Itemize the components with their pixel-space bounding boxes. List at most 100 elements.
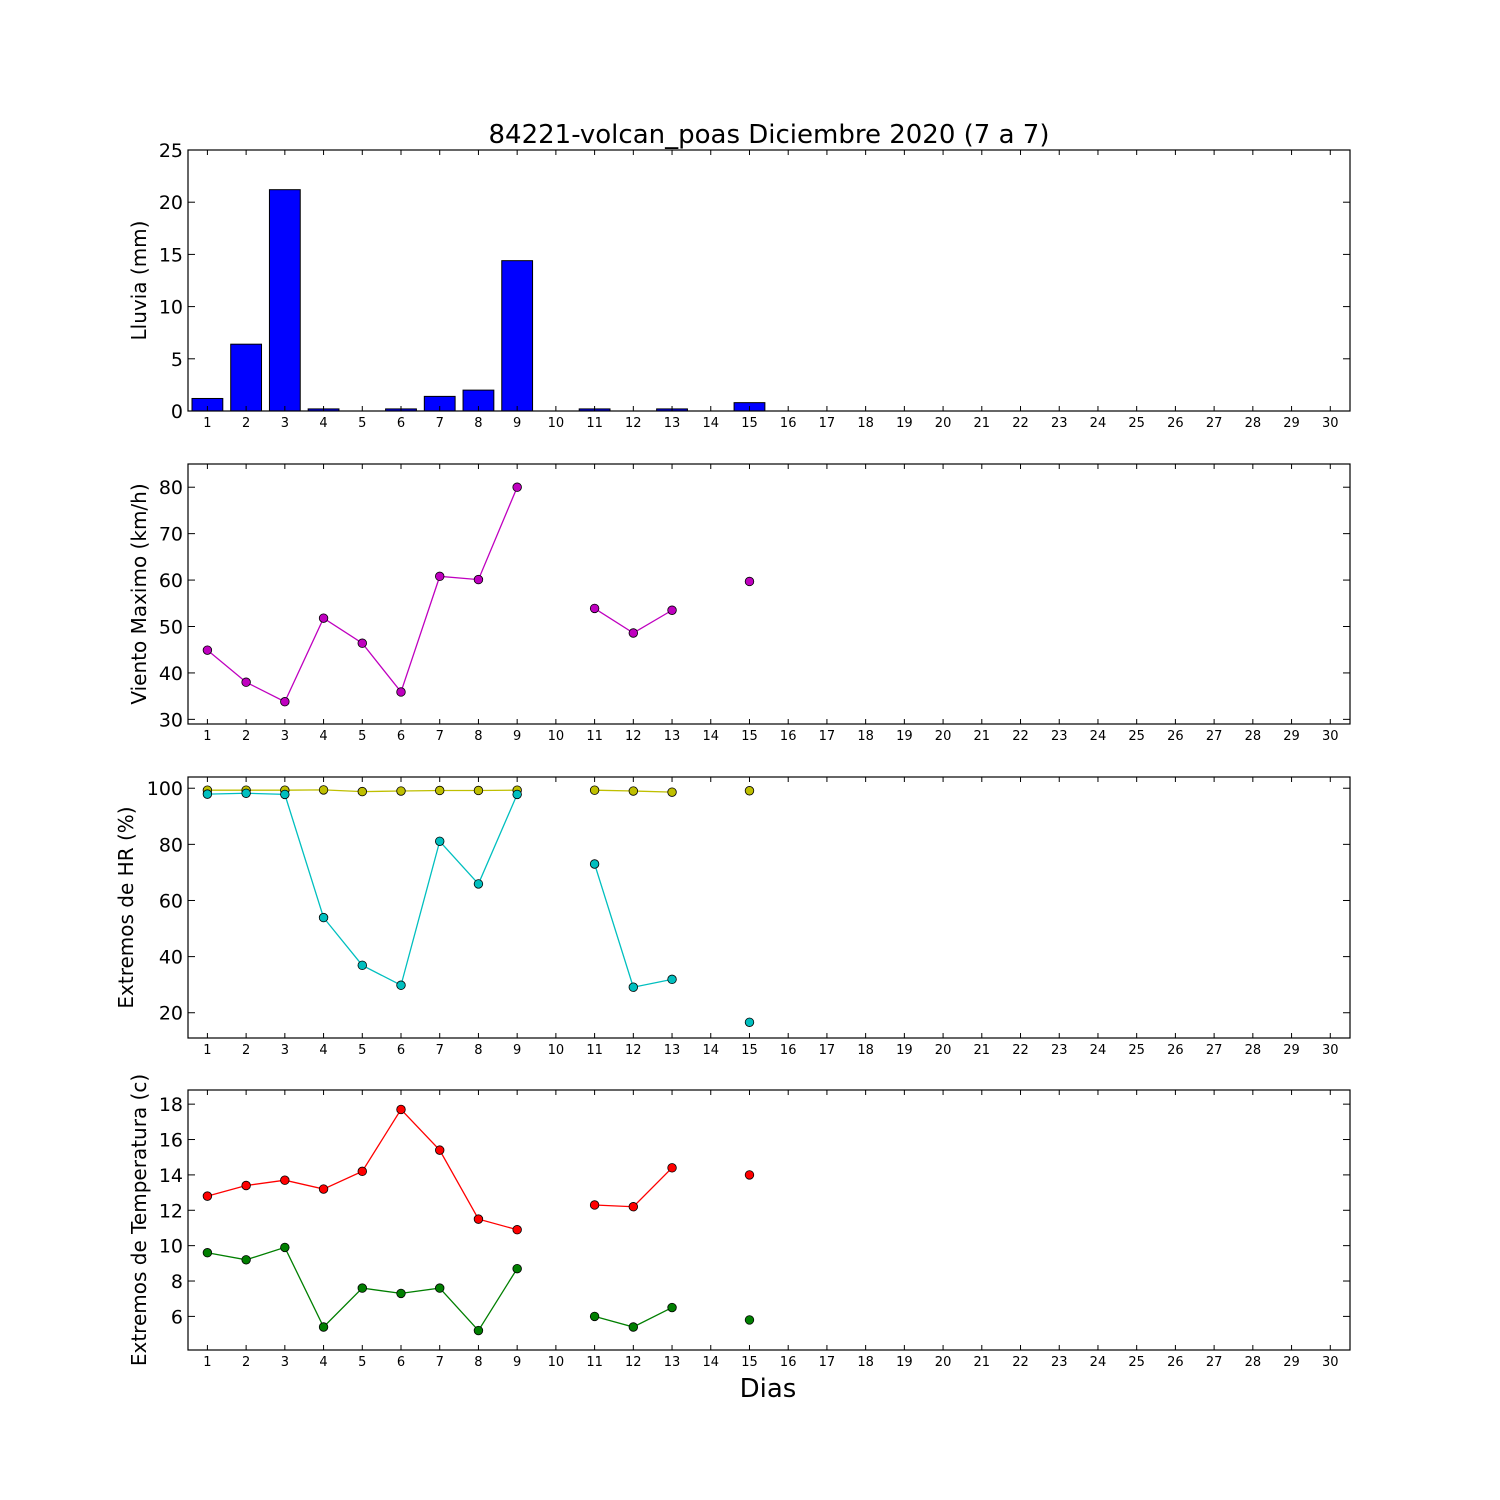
series-2-line bbox=[593, 863, 673, 988]
series-2-point-day-2 bbox=[241, 788, 251, 798]
x-tick-label: 6 bbox=[397, 1355, 405, 1370]
x-tick-label: 7 bbox=[436, 1355, 444, 1370]
plot-frame bbox=[187, 1089, 1351, 1351]
y-tick-label: 80 bbox=[159, 477, 183, 499]
y-tick-label: 8 bbox=[171, 1271, 183, 1293]
series-1-point-day-13 bbox=[667, 1163, 677, 1173]
x-tick-label: 19 bbox=[896, 1355, 913, 1370]
x-tick-label: 15 bbox=[741, 416, 758, 431]
x-tick-label: 26 bbox=[1167, 1355, 1184, 1370]
x-tick-label: 20 bbox=[935, 1043, 952, 1058]
x-tick-label: 22 bbox=[1012, 416, 1029, 431]
series-1-point-day-13 bbox=[667, 787, 677, 797]
y-tick-label: 80 bbox=[159, 834, 183, 856]
x-tick-label: 13 bbox=[664, 1355, 681, 1370]
y-tick-label: 60 bbox=[159, 890, 183, 912]
x-tick-label: 3 bbox=[281, 729, 289, 744]
series-2-point-day-13 bbox=[667, 974, 677, 985]
x-tick-label: 19 bbox=[896, 729, 913, 744]
series-1-point-day-8 bbox=[473, 574, 484, 585]
x-tick-label: 17 bbox=[819, 729, 836, 744]
x-tick-label: 11 bbox=[586, 1355, 603, 1370]
x-tick-label: 8 bbox=[474, 1043, 482, 1058]
plot-frame bbox=[187, 149, 1351, 412]
x-tick-label: 14 bbox=[702, 1355, 719, 1370]
series-2-point-day-15 bbox=[744, 1017, 755, 1027]
x-tick-label: 29 bbox=[1283, 416, 1300, 431]
x-tick-label: 13 bbox=[664, 729, 681, 744]
x-tick-label: 5 bbox=[358, 729, 366, 744]
chart-title: 84221-volcan_poas Diciembre 2020 (7 a 7) bbox=[488, 120, 1049, 150]
x-tick-label: 2 bbox=[242, 1355, 250, 1370]
series-1-point-day-15 bbox=[744, 1170, 755, 1180]
y-tick-label: 6 bbox=[171, 1306, 183, 1328]
x-axis-label: Dias bbox=[740, 1374, 797, 1404]
series-1-point-day-6 bbox=[396, 786, 406, 796]
y-tick-label: 14 bbox=[159, 1165, 183, 1187]
x-tick-label: 21 bbox=[974, 1043, 991, 1058]
plot-frame bbox=[187, 463, 1351, 725]
y-tick-label: 5 bbox=[171, 349, 183, 371]
series-2-point-day-9 bbox=[512, 1263, 522, 1274]
x-tick-label: 5 bbox=[358, 1355, 366, 1370]
x-tick-label: 14 bbox=[702, 1043, 719, 1058]
x-tick-label: 2 bbox=[242, 1043, 250, 1058]
series-2-point-day-7 bbox=[435, 836, 445, 846]
plot-frame bbox=[187, 776, 1351, 1039]
x-tick-label: 3 bbox=[281, 1355, 289, 1370]
series-1-point-day-7 bbox=[435, 571, 445, 582]
x-tick-label: 23 bbox=[1051, 729, 1068, 744]
y-tick-label: 16 bbox=[159, 1130, 183, 1152]
y-tick-label: 15 bbox=[159, 244, 183, 266]
series-1-line bbox=[594, 1167, 673, 1208]
series-2-point-day-1 bbox=[202, 789, 213, 799]
x-tick-label: 29 bbox=[1283, 1043, 1300, 1058]
x-tick-label: 24 bbox=[1090, 416, 1107, 431]
series-2-point-day-4 bbox=[318, 1322, 329, 1332]
x-tick-label: 5 bbox=[358, 1043, 366, 1058]
x-tick-label: 6 bbox=[397, 1043, 405, 1058]
subplot-2: 1 2 3 4 5 6 7 8 9 10 11 12 13 14 15 16 17 18 19 20 21 22 23 24 2… bbox=[127, 463, 1351, 744]
x-tick-label: 9 bbox=[513, 1355, 521, 1370]
subplot-1: 1 2 3 4 5 6 7 8 9 10 11 12 13 14 15 16 17 18 19 20 21 22 23 24 2… bbox=[127, 140, 1351, 431]
subplots: 1 2 3 4 5 6 7 8 9 10 11 12 13 14 15 16 17 18 19 20 21 22 23 24 2… bbox=[114, 140, 1351, 1370]
x-tick-label: 21 bbox=[974, 1355, 991, 1370]
y-tick-label: 25 bbox=[159, 140, 183, 162]
x-tick-label: 17 bbox=[819, 1355, 836, 1370]
series-2-point-day-9 bbox=[512, 789, 522, 800]
x-tick-label: 12 bbox=[625, 729, 642, 744]
series-1-point-day-6 bbox=[396, 1104, 406, 1115]
x-tick-label: 22 bbox=[1012, 1043, 1029, 1058]
x-tick-label: 10 bbox=[548, 729, 565, 744]
series-2-point-day-3 bbox=[280, 1242, 290, 1253]
x-tick-label: 22 bbox=[1012, 729, 1029, 744]
x-tick-label: 6 bbox=[397, 416, 405, 431]
series-2-point-day-15 bbox=[744, 1315, 755, 1325]
y-tick-label: 0 bbox=[171, 401, 183, 423]
x-tick-label: 27 bbox=[1206, 416, 1223, 431]
series-1-point-day-15 bbox=[744, 576, 755, 587]
series-2-point-day-6 bbox=[396, 980, 406, 990]
x-tick-label: 24 bbox=[1090, 1043, 1107, 1058]
x-tick-label: 9 bbox=[513, 1043, 521, 1058]
x-tick-label: 28 bbox=[1245, 1043, 1262, 1058]
x-tick-label: 7 bbox=[436, 1043, 444, 1058]
x-tick-label: 29 bbox=[1283, 729, 1300, 744]
x-tick-label: 18 bbox=[857, 1355, 874, 1370]
x-tick-label: 17 bbox=[819, 1043, 836, 1058]
series-1-point-day-12 bbox=[628, 786, 639, 796]
x-tick-label: 23 bbox=[1051, 1043, 1068, 1058]
series-1-point-day-5 bbox=[357, 786, 367, 797]
subplot-3: 1 2 3 4 5 6 7 8 9 10 11 12 13 14 15 16 17 18 19 20 21 22 23 24 2… bbox=[114, 776, 1351, 1058]
series-2-point-day-2 bbox=[241, 1255, 251, 1265]
series-1-point-day-13 bbox=[667, 605, 677, 615]
x-tick-label: 16 bbox=[780, 1355, 797, 1370]
x-tick-label: 11 bbox=[586, 729, 603, 744]
x-tick-label: 19 bbox=[896, 416, 913, 431]
y-tick-label: 18 bbox=[159, 1094, 183, 1116]
series-2-point-day-11 bbox=[589, 1311, 600, 1322]
series-1-point-day-12 bbox=[628, 1202, 639, 1212]
x-tick-label: 19 bbox=[896, 1043, 913, 1058]
series-2-point-day-8 bbox=[473, 1325, 484, 1336]
x-tick-label: 24 bbox=[1090, 1355, 1107, 1370]
